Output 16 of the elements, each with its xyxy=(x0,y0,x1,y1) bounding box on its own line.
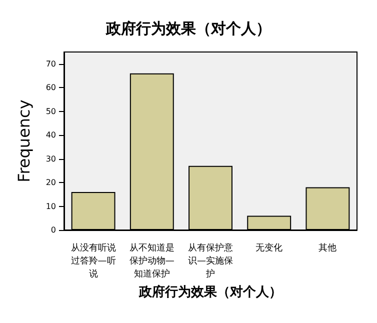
x-tick-label: 其他 xyxy=(318,242,337,254)
x-tick-label: 无变化 xyxy=(256,242,283,254)
x-axis-title: 政府行为效果（对个人） xyxy=(138,284,282,300)
y-tick-label: 60 xyxy=(46,83,56,92)
y-tick-label: 0 xyxy=(50,226,56,234)
x-tick-label: 从不知道是保护动物—知道保护 xyxy=(129,242,174,280)
y-tick-label: 40 xyxy=(46,130,56,140)
x-tick-label: 从没有听说过答羚—听说 xyxy=(70,242,116,280)
y-tick-label: 30 xyxy=(46,154,56,164)
y-tick-label: 70 xyxy=(46,59,56,68)
x-tick-label: 从有保护意识—实施保护 xyxy=(188,242,233,280)
y-axis-title: Frequency xyxy=(14,100,34,182)
chart-title: 政府行为效果（对个人） xyxy=(105,20,271,38)
y-tick-label: 10 xyxy=(46,202,56,211)
y-tick-label: 20 xyxy=(46,178,56,188)
y-tick-label: 50 xyxy=(46,106,56,116)
